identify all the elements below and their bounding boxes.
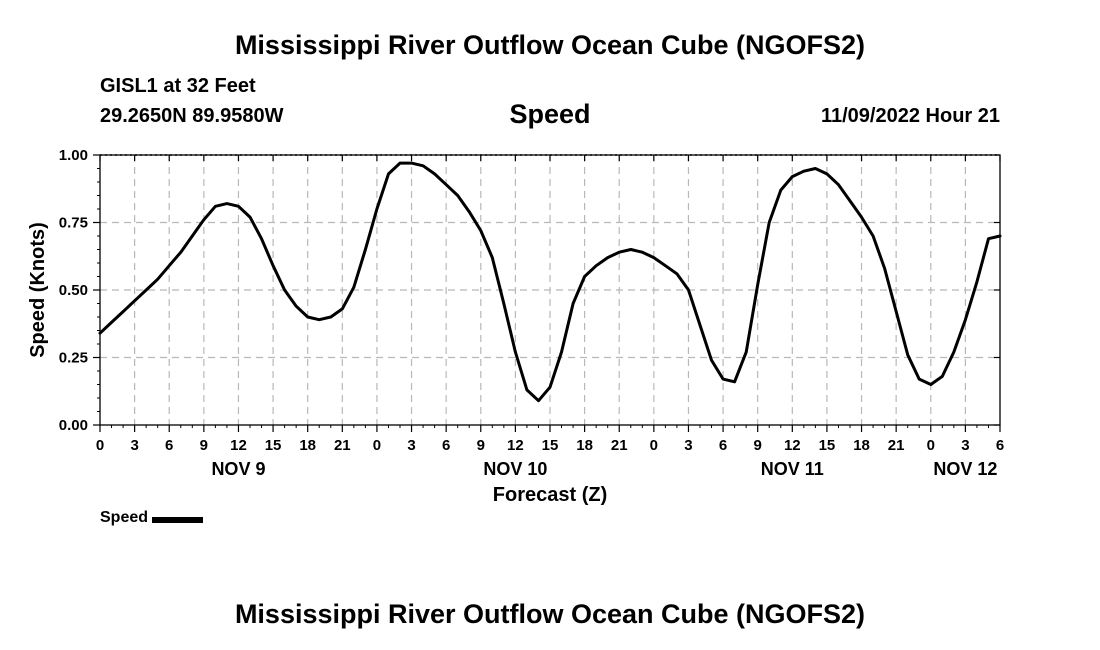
chart-title: Speed <box>509 99 591 129</box>
x-tick-label: 3 <box>130 437 138 454</box>
forecast-datetime: 11/09/2022 Hour 21 <box>820 105 1000 127</box>
day-label: NOV 12 <box>933 459 997 479</box>
x-tick-label: 9 <box>477 437 485 454</box>
day-label: NOV 10 <box>483 459 547 479</box>
y-tick-label: 0.75 <box>59 215 88 232</box>
x-tick-label: 6 <box>719 437 727 454</box>
y-tick-label: 0.50 <box>59 282 88 299</box>
legend-label: Speed <box>100 509 149 526</box>
x-tick-label: 3 <box>684 437 692 454</box>
x-tick-label: 18 <box>853 437 870 454</box>
y-axis-title: Speed (Knots) <box>27 222 49 358</box>
x-tick-label: 6 <box>165 437 173 454</box>
x-tick-label: 21 <box>888 437 905 454</box>
main-title: Mississippi River Outflow Ocean Cube (NG… <box>234 30 866 60</box>
speed-series-line <box>98 161 1002 403</box>
x-tick-label: 9 <box>200 437 208 454</box>
axis-ticks <box>93 154 1001 432</box>
x-tick-label: 21 <box>334 437 351 454</box>
x-tick-label: 15 <box>542 437 559 454</box>
x-tick-label: 9 <box>754 437 762 454</box>
x-axis-title: Forecast (Z) <box>493 484 607 506</box>
x-tick-label: 12 <box>230 437 247 454</box>
x-tick-label: 21 <box>611 437 628 454</box>
footer-title: Mississippi River Outflow Ocean Cube (NG… <box>234 599 866 629</box>
y-tick-label: 0.25 <box>59 350 88 367</box>
x-tick-label: 0 <box>927 437 935 454</box>
x-tick-label: 3 <box>407 437 415 454</box>
x-tick-label: 18 <box>576 437 593 454</box>
x-tick-label: 6 <box>442 437 450 454</box>
x-tick-label: 0 <box>650 437 658 454</box>
x-tick-label: 0 <box>96 437 104 454</box>
day-label: NOV 11 <box>761 459 824 479</box>
x-tick-label: 15 <box>819 437 836 454</box>
x-tick-label: 18 <box>299 437 316 454</box>
axis-labels: 0 3 6 9 12 15 18 21 0 3 6 9 12 15 18 21 0 3 6 9 12 15 18 21 0 3 6 0… <box>59 147 1004 479</box>
x-tick-label: 15 <box>265 437 282 454</box>
x-tick-label: 12 <box>507 437 524 454</box>
legend: Speed <box>100 509 204 527</box>
station-coordinates: 29.2650N 89.9580W <box>100 105 284 127</box>
legend-swatch <box>152 516 204 523</box>
x-tick-label: 0 <box>373 437 381 454</box>
x-tick-label: 3 <box>961 437 969 454</box>
day-label: NOV 9 <box>211 459 265 479</box>
station-label: GISL1 at 32 Feet <box>100 75 256 97</box>
y-tick-label: 1.00 <box>59 147 88 164</box>
x-tick-label: 12 <box>784 437 801 454</box>
y-tick-label: 0.00 <box>59 417 88 434</box>
x-tick-label: 6 <box>996 437 1004 454</box>
